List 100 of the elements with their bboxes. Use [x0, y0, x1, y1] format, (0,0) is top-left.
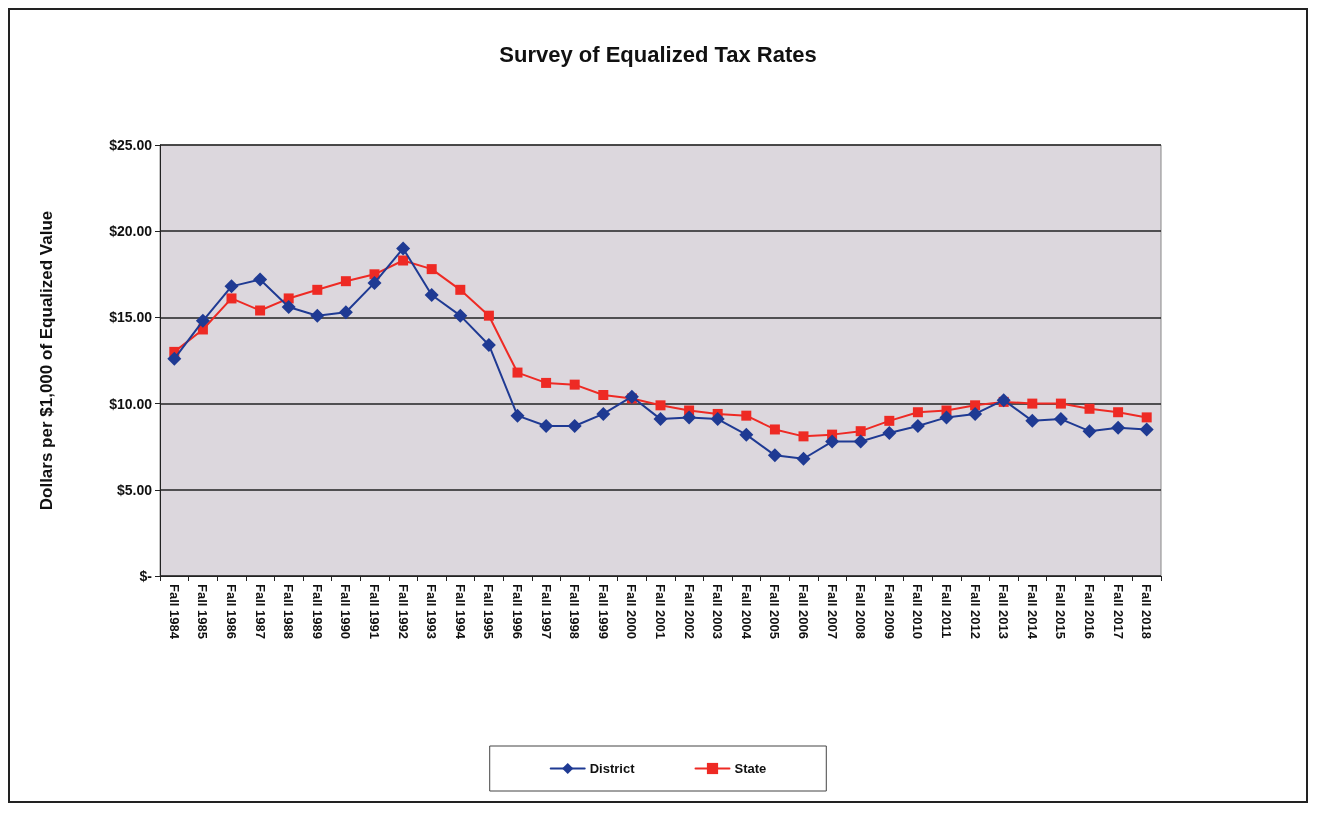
x-tick-label: Fall 2016	[1082, 584, 1097, 639]
x-tick-label: Fall 1987	[252, 584, 268, 639]
x-tick-label: Fall 2011	[939, 584, 954, 639]
x-tick-label: Fall 2013	[996, 584, 1012, 639]
point	[912, 407, 923, 418]
x-tick-label: Fall 2015	[1053, 584, 1069, 639]
point	[167, 351, 182, 366]
x-tick-label: Fall 1995	[481, 584, 497, 639]
x-tick-label: Fall 1998	[567, 584, 583, 639]
point	[884, 415, 895, 426]
point	[598, 389, 609, 400]
point	[767, 448, 782, 463]
x-tick-label: Fall 2005	[767, 584, 783, 639]
point	[796, 451, 811, 466]
x-tick-label: Fall 1985	[195, 584, 211, 639]
point	[855, 426, 866, 437]
point	[710, 412, 725, 427]
x-tick-label: Fall 2018	[1139, 584, 1155, 639]
point	[1139, 422, 1154, 437]
point	[1053, 412, 1068, 427]
point	[769, 424, 780, 435]
x-tick-label: Fall 1999	[595, 584, 611, 639]
point	[312, 284, 323, 295]
point	[281, 300, 296, 315]
point	[910, 419, 925, 434]
point	[1141, 412, 1152, 423]
point	[682, 410, 697, 425]
point	[424, 287, 439, 302]
point	[367, 275, 382, 290]
point	[825, 434, 840, 449]
point	[1055, 398, 1066, 409]
point	[1084, 403, 1095, 414]
x-tick-label: Fall 2002	[681, 584, 697, 639]
x-tick-label: Fall 1996	[510, 584, 525, 639]
x-tick-label: Fall 2008	[853, 584, 869, 639]
point	[483, 310, 494, 321]
point	[655, 400, 666, 411]
point	[968, 406, 983, 421]
point	[541, 377, 552, 388]
point	[596, 406, 611, 421]
x-tick-label: Fall 1989	[309, 584, 325, 639]
point	[853, 434, 868, 449]
point	[1113, 407, 1124, 418]
x-tick-label: Fall 1994	[452, 584, 468, 640]
point	[567, 419, 582, 434]
chart-title: Survey of Equalized Tax Rates	[499, 41, 817, 67]
point	[426, 264, 437, 275]
point	[310, 308, 325, 323]
y-tick-label: $20.00	[109, 223, 153, 240]
x-tick-label: Fall 2007	[824, 584, 840, 639]
point	[255, 305, 266, 316]
point	[396, 241, 411, 256]
point	[226, 293, 237, 304]
x-tick-label: Fall 2012	[967, 584, 983, 639]
x-tick-label: Fall 2004	[738, 584, 754, 640]
point	[340, 276, 351, 287]
point	[510, 408, 525, 423]
point	[195, 313, 210, 328]
y-tick-label: $10.00	[109, 395, 153, 412]
y-axis-title: Dollars per $1,000 of Equalized Value	[37, 210, 56, 511]
point	[882, 425, 897, 440]
point	[939, 410, 954, 425]
point	[453, 308, 468, 323]
point	[398, 255, 409, 266]
x-tick-label: Fall 2014	[1024, 584, 1040, 640]
point	[1082, 424, 1097, 439]
point	[739, 427, 754, 442]
point	[1025, 413, 1040, 428]
x-tick-label: Fall 2010	[910, 584, 926, 639]
point	[798, 431, 809, 442]
x-tick-label: Fall 2009	[881, 584, 897, 639]
point	[1027, 398, 1038, 409]
y-tick-label: $15.00	[109, 309, 153, 326]
point	[224, 279, 239, 294]
x-tick-label: Fall 2006	[796, 584, 811, 639]
x-tick-label: Fall 2017	[1110, 584, 1126, 639]
point	[569, 379, 580, 390]
y-tick-label: $25.00	[109, 137, 153, 153]
x-tick-label: Fall 1990	[338, 584, 354, 639]
y-tick-label: $-	[139, 568, 153, 584]
point	[338, 305, 353, 320]
point	[539, 419, 554, 434]
point	[253, 272, 268, 287]
x-tick-label: Fall 1984	[166, 584, 182, 640]
point	[741, 410, 752, 421]
x-tick-label: Fall 1988	[281, 584, 297, 639]
x-tick-label: Fall 1997	[538, 584, 554, 639]
x-tick-label: Fall 2003	[710, 584, 726, 639]
point	[653, 412, 668, 427]
x-tick-label: Fall 1986	[224, 584, 239, 639]
x-tick-label: Fall 1992	[395, 584, 411, 639]
point	[283, 293, 294, 304]
x-tick-label: Fall 1991	[367, 584, 382, 639]
point	[1111, 420, 1126, 435]
x-tick-label: Fall 2001	[653, 584, 668, 639]
legend-label: State	[734, 761, 767, 776]
y-tick-label: $5.00	[116, 481, 153, 498]
point	[624, 389, 639, 404]
point	[455, 284, 466, 295]
x-tick-label: Fall 2000	[624, 584, 640, 639]
